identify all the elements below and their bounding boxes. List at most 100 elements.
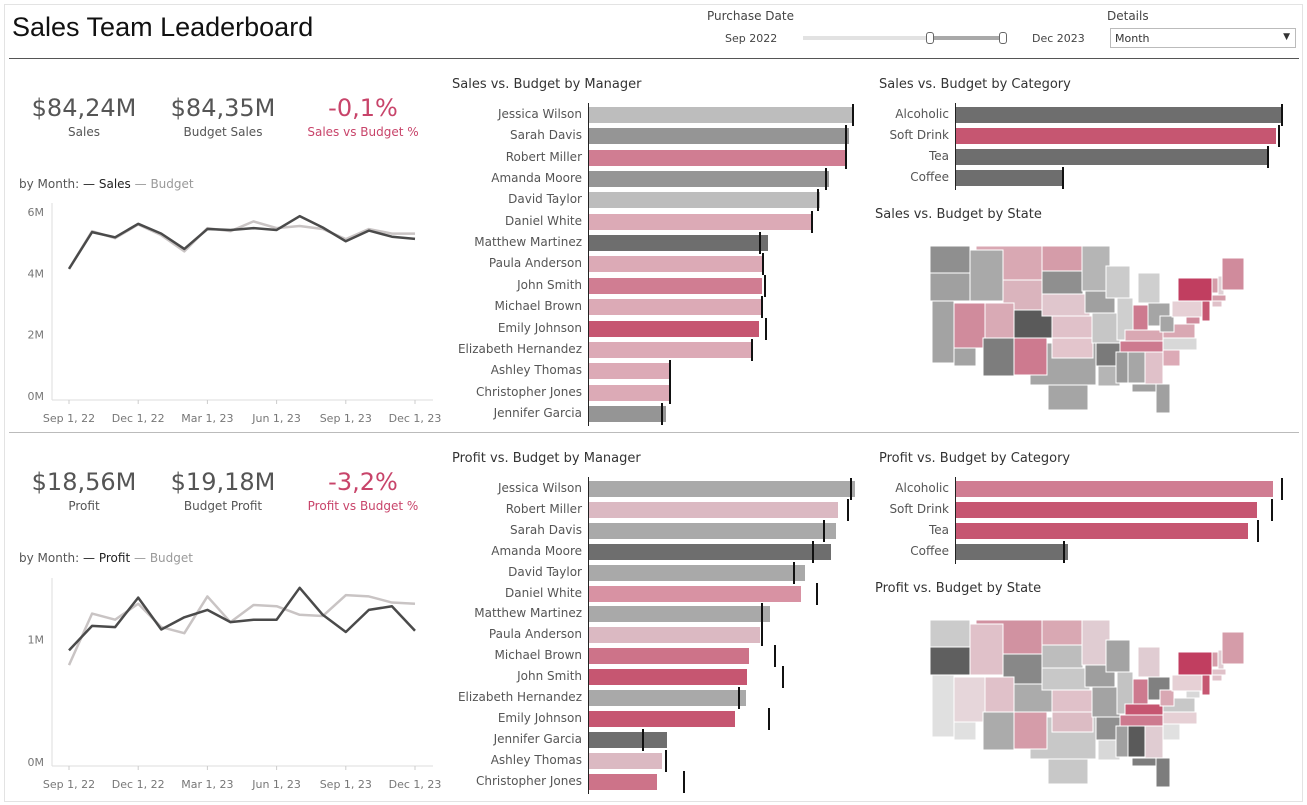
bar[interactable]: [589, 256, 765, 273]
bar[interactable]: [589, 235, 769, 252]
date-range-slider-selection[interactable]: [930, 36, 1003, 40]
state-ms[interactable]: [1115, 351, 1129, 384]
bar[interactable]: [956, 544, 1068, 560]
state-al[interactable]: [1127, 351, 1146, 384]
state-or[interactable]: [929, 646, 971, 676]
bar[interactable]: [956, 107, 1283, 123]
state-or[interactable]: [929, 272, 971, 302]
state-nj[interactable]: [1201, 674, 1211, 696]
date-range-end-handle[interactable]: [999, 32, 1007, 44]
state-ok[interactable]: [1051, 711, 1094, 733]
bar[interactable]: [589, 107, 854, 123]
state-ne[interactable]: [1041, 667, 1091, 691]
bar[interactable]: [589, 543, 831, 560]
state-pa[interactable]: [1171, 674, 1203, 692]
bar[interactable]: [956, 128, 1277, 144]
state-nm[interactable]: [1013, 711, 1048, 750]
state-me[interactable]: [1221, 631, 1245, 665]
state-nc[interactable]: [1162, 337, 1198, 351]
state-wa[interactable]: [929, 245, 971, 274]
state-sd[interactable]: [1041, 270, 1084, 295]
state-ut[interactable]: [984, 302, 1015, 339]
bar[interactable]: [956, 481, 1273, 497]
bar[interactable]: [589, 277, 763, 294]
state-vt[interactable]: [1211, 277, 1219, 294]
bar[interactable]: [589, 752, 663, 769]
bar[interactable]: [589, 606, 770, 623]
state-mn[interactable]: [1081, 245, 1111, 292]
state-ca[interactable]: [953, 347, 977, 367]
state-fl[interactable]: [1155, 383, 1171, 414]
state-nv[interactable]: [953, 676, 986, 723]
bar[interactable]: [589, 585, 801, 602]
state-ga[interactable]: [1144, 351, 1164, 385]
state-wv[interactable]: [1159, 315, 1175, 333]
bar[interactable]: [589, 384, 670, 401]
state-ct[interactable]: [1211, 300, 1223, 308]
bar[interactable]: [589, 128, 850, 145]
state-sc[interactable]: [1162, 349, 1181, 367]
bar[interactable]: [589, 320, 760, 337]
state-nd[interactable]: [1041, 245, 1083, 272]
state-tx[interactable]: [1047, 384, 1089, 411]
state-ca[interactable]: [931, 674, 955, 738]
bar[interactable]: [589, 299, 762, 316]
state-wi[interactable]: [1105, 639, 1131, 673]
state-sd[interactable]: [1041, 644, 1084, 669]
bar[interactable]: [589, 171, 830, 188]
state-mi[interactable]: [1137, 646, 1161, 678]
state-az[interactable]: [982, 711, 1015, 751]
chevron-down-icon[interactable]: ▼: [1283, 32, 1290, 42]
state-nc[interactable]: [1162, 711, 1198, 725]
state-ok[interactable]: [1051, 337, 1094, 359]
state-nd[interactable]: [1041, 619, 1083, 646]
bar[interactable]: [589, 213, 812, 230]
state-fl[interactable]: [1155, 757, 1171, 788]
state-nj[interactable]: [1201, 300, 1211, 322]
date-range-slider-track[interactable]: [803, 36, 1005, 40]
bar[interactable]: [589, 710, 735, 727]
state-pa[interactable]: [1171, 300, 1203, 318]
bar[interactable]: [589, 149, 845, 166]
state-wa[interactable]: [929, 619, 971, 648]
state-tn[interactable]: [1119, 714, 1164, 727]
state-wv[interactable]: [1159, 689, 1175, 707]
state-in[interactable]: [1132, 678, 1149, 706]
bar[interactable]: [589, 363, 671, 380]
state-ky[interactable]: [1124, 329, 1164, 342]
state-ga[interactable]: [1144, 725, 1164, 759]
state-nm[interactable]: [1013, 337, 1048, 376]
state-ca[interactable]: [953, 721, 977, 741]
bar[interactable]: [589, 481, 855, 497]
state-ca[interactable]: [931, 300, 955, 364]
bar[interactable]: [589, 627, 760, 644]
state-ks[interactable]: [1051, 689, 1094, 713]
bar[interactable]: [956, 170, 1064, 186]
bar[interactable]: [589, 564, 806, 581]
bar[interactable]: [589, 690, 746, 706]
details-dropdown[interactable]: Month ▼: [1110, 28, 1296, 48]
state-id[interactable]: [969, 249, 1004, 302]
state-az[interactable]: [982, 337, 1015, 377]
state-md[interactable]: [1185, 690, 1201, 699]
state-ny[interactable]: [1177, 277, 1213, 302]
state-al[interactable]: [1127, 725, 1146, 758]
bar[interactable]: [589, 773, 657, 790]
state-ky[interactable]: [1124, 703, 1164, 716]
bar[interactable]: [589, 648, 749, 665]
state-id[interactable]: [969, 623, 1004, 676]
state-tx[interactable]: [1047, 758, 1089, 785]
state-vt[interactable]: [1211, 651, 1219, 668]
state-ms[interactable]: [1115, 725, 1129, 758]
state-nv[interactable]: [953, 302, 986, 349]
bar[interactable]: [956, 502, 1257, 518]
state-ma[interactable]: [1211, 294, 1227, 302]
date-range-start-handle[interactable]: [926, 32, 934, 44]
state-sc[interactable]: [1162, 723, 1181, 741]
state-md[interactable]: [1185, 316, 1201, 325]
state-ks[interactable]: [1051, 315, 1094, 339]
state-wi[interactable]: [1105, 265, 1131, 299]
state-tn[interactable]: [1119, 340, 1164, 353]
bar[interactable]: [589, 341, 752, 358]
bar[interactable]: [589, 405, 667, 422]
